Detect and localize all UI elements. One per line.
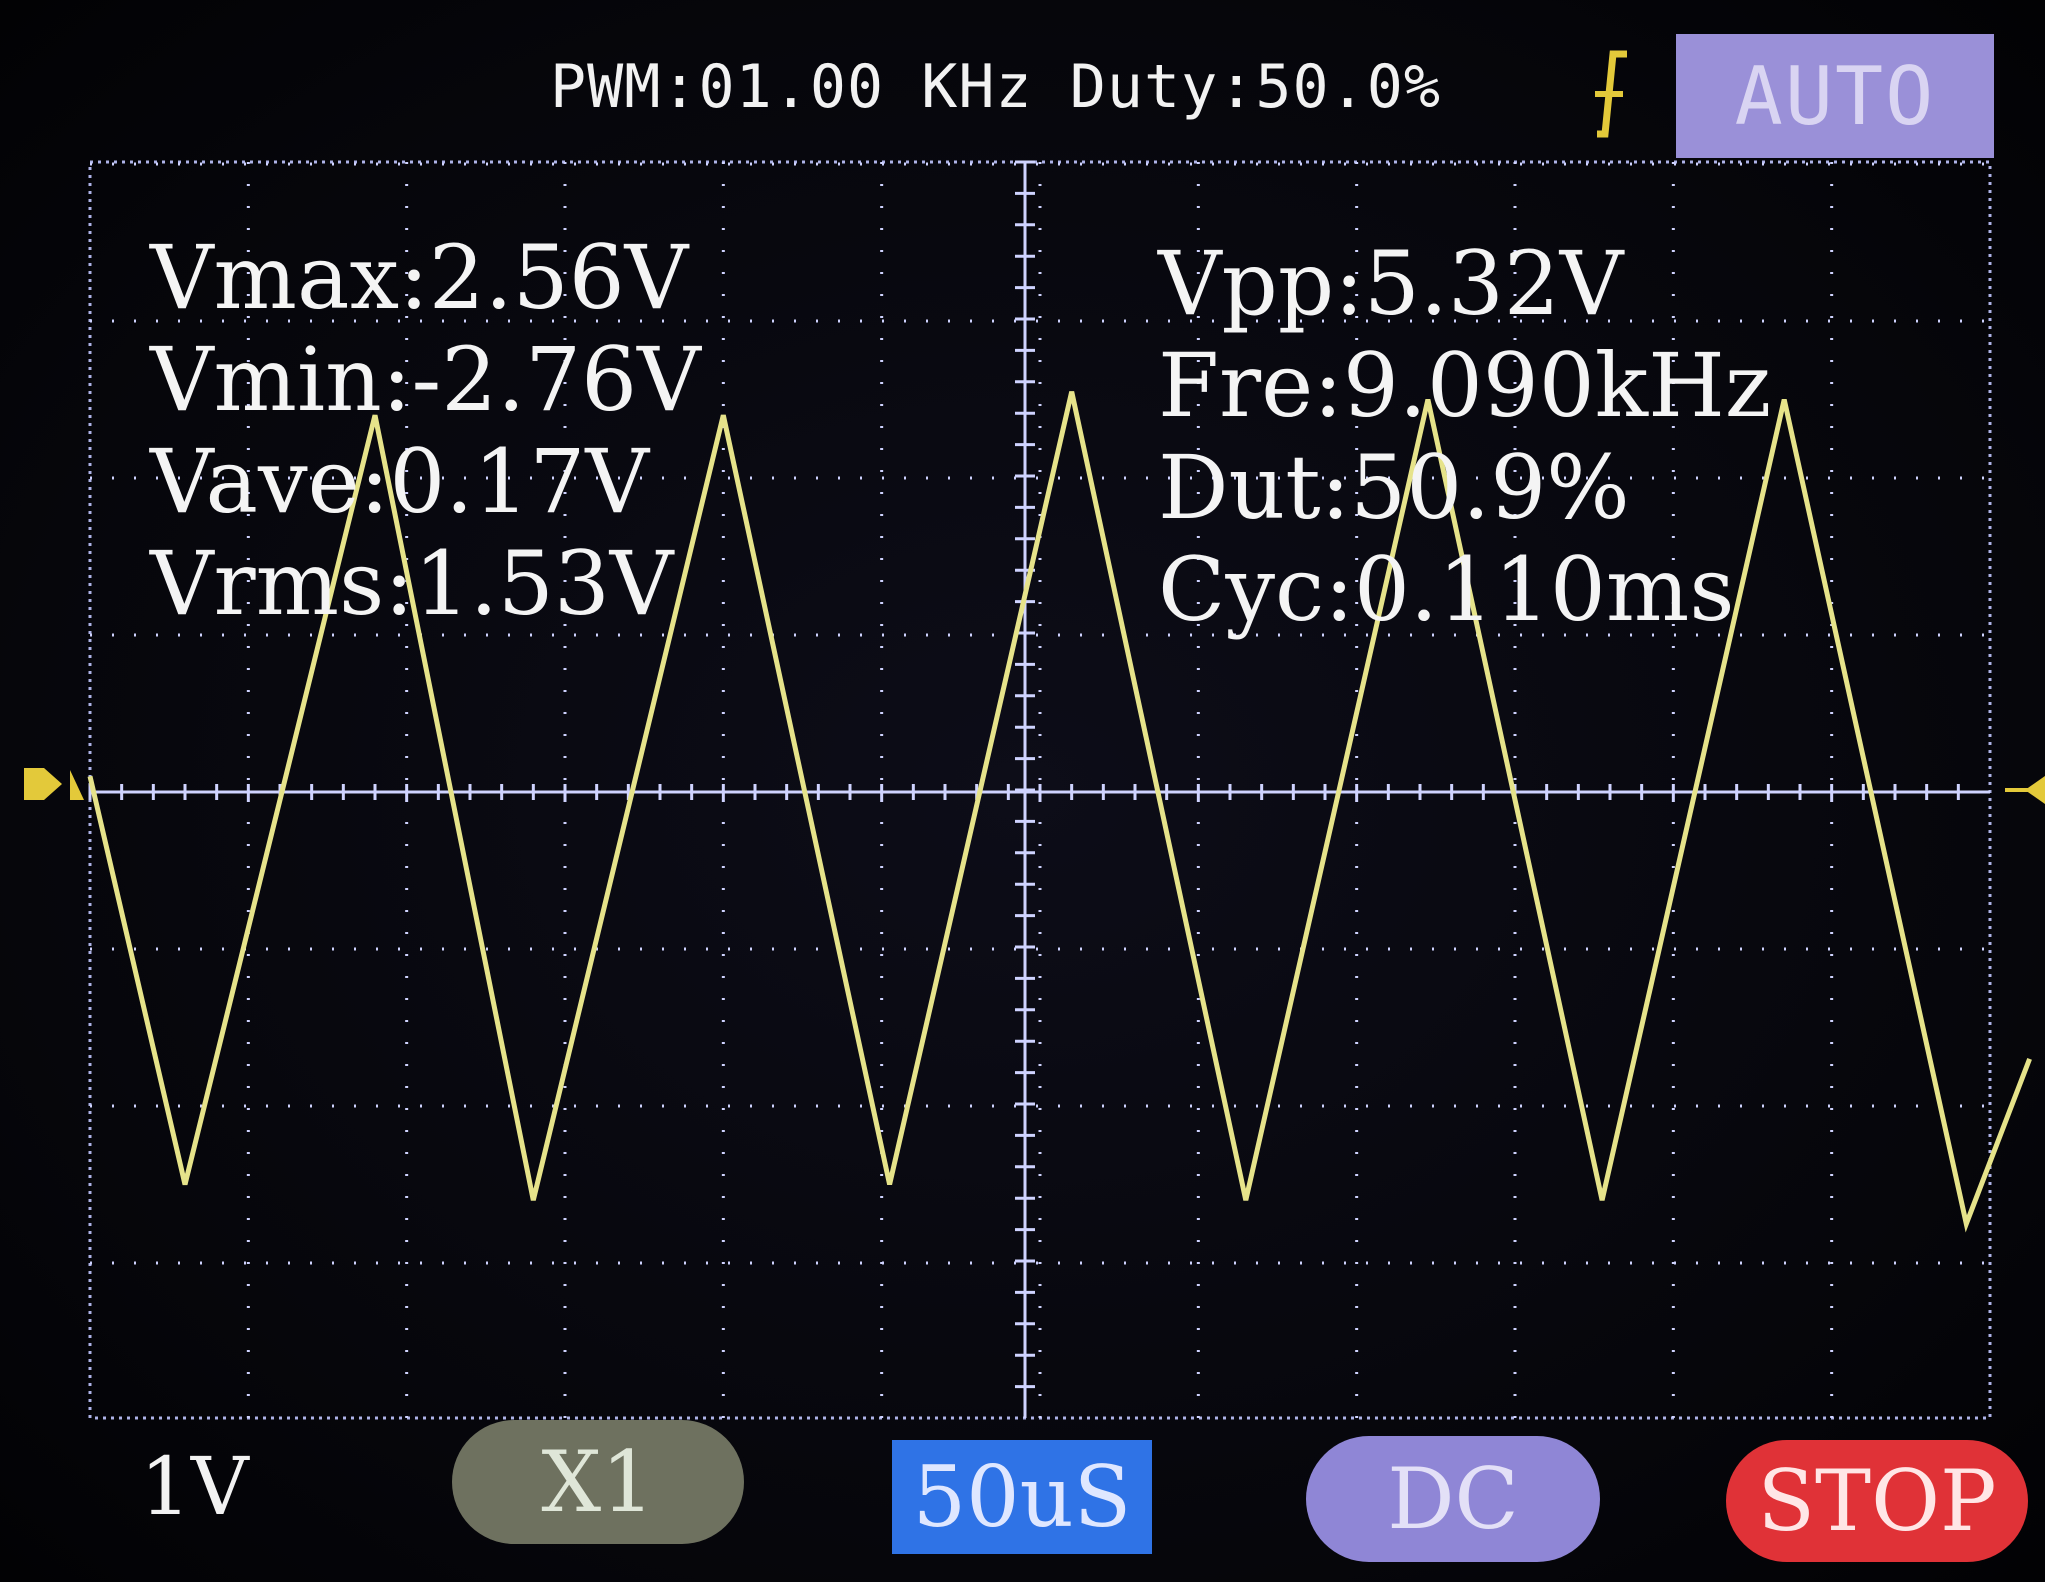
waveform-trace [87,391,2032,1233]
probe-attenuation-button[interactable]: X1 [452,1420,744,1544]
center-axes [88,160,1990,1418]
vave-readout: Vave:0.17V [150,430,649,533]
frequency-readout: Fre:9.090kHz [1158,334,1772,437]
coupling-button[interactable]: DC [1306,1436,1600,1562]
duty-readout: Dut:50.9% [1158,436,1630,539]
trigger-level-marker [24,768,84,800]
vrms-readout: Vrms:1.53V [150,532,674,635]
trigger-mode-auto[interactable]: AUTO [1676,34,1994,158]
timebase-button[interactable]: 50uS [892,1440,1152,1554]
right-level-marker [2005,776,2045,804]
vpp-readout: Vpp:5.32V [1158,232,1624,335]
volts-per-div[interactable]: 1V [140,1440,249,1533]
pwm-status: PWM:01.00 KHz Duty:50.0% [550,52,1441,122]
trigger-rising-edge-icon[interactable] [1575,42,1635,142]
vmin-readout: Vmin:-2.76V [150,328,701,431]
vmax-readout: Vmax:2.56V [150,226,689,329]
status-bar: PWM:01.00 KHz Duty:50.0% AUTO [0,0,2045,160]
run-stop-button[interactable]: STOP [1726,1440,2028,1562]
cycle-readout: Cyc:0.110ms [1158,538,1735,641]
